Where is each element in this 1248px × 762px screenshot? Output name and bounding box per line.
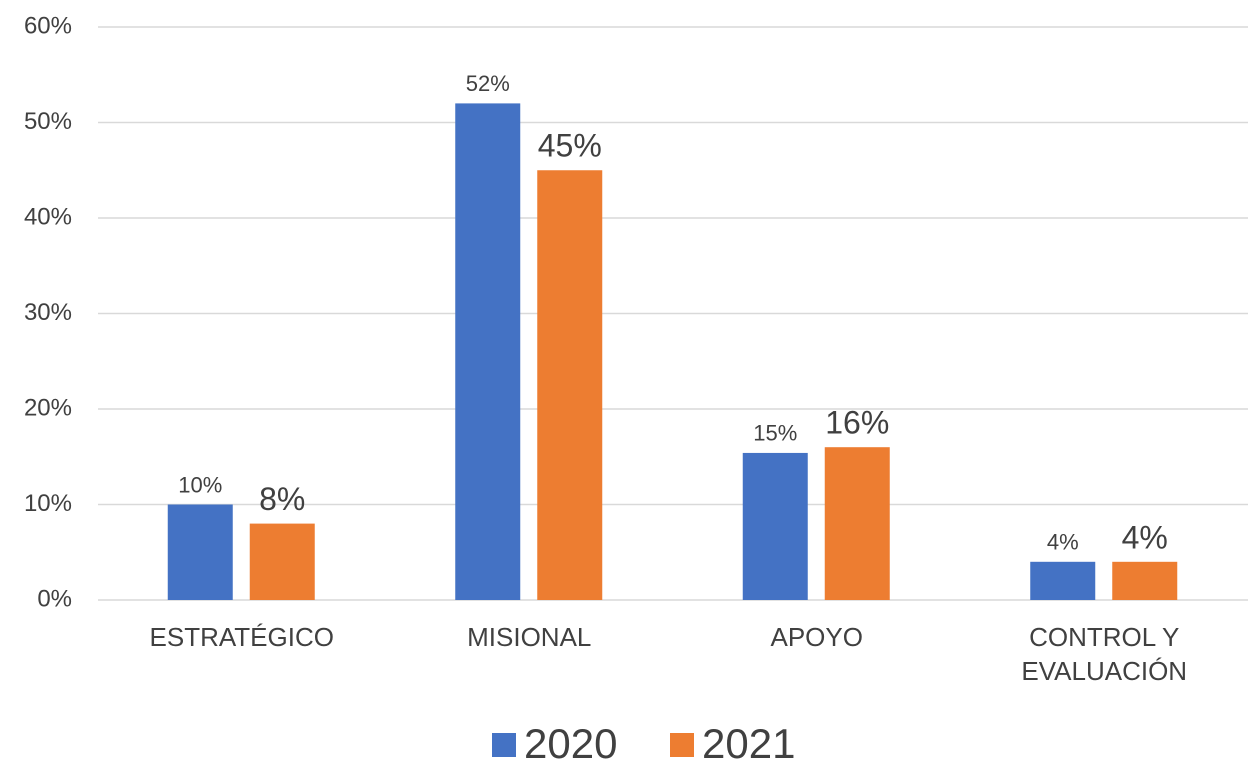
x-tick-label: APOYO [770,622,863,652]
data-label: 15% [753,421,797,446]
data-label: 4% [1122,519,1168,555]
data-label: 10% [178,472,222,497]
x-tick-label: CONTROL Y EVALUACIÓN [1021,622,1188,686]
y-tick-label: 10% [24,490,72,517]
legend-swatch [670,733,694,757]
legend-label: 2021 [702,720,795,762]
data-label: 45% [538,128,602,164]
x-tick-label: ESTRATÉGICO [149,622,334,652]
bar [537,170,603,600]
x-tick-label: MISIONAL [467,622,592,652]
y-tick-label: 30% [24,299,72,326]
bar [1030,561,1096,600]
bar [824,447,890,600]
bar [249,523,315,600]
data-label: 8% [259,481,305,517]
bar [167,504,233,600]
y-tick-label: 50% [24,108,72,135]
y-tick-label: 40% [24,203,72,230]
data-label: 52% [466,71,510,96]
bar [742,452,808,600]
y-tick-label: 0% [37,585,72,612]
data-label: 4% [1047,530,1079,555]
bar [455,103,521,601]
data-label: 16% [825,405,889,441]
y-tick-label: 60% [24,12,72,39]
legend-swatch [492,733,516,757]
legend-label: 2020 [524,720,617,762]
y-tick-label: 20% [24,394,72,421]
bar [1112,561,1178,600]
